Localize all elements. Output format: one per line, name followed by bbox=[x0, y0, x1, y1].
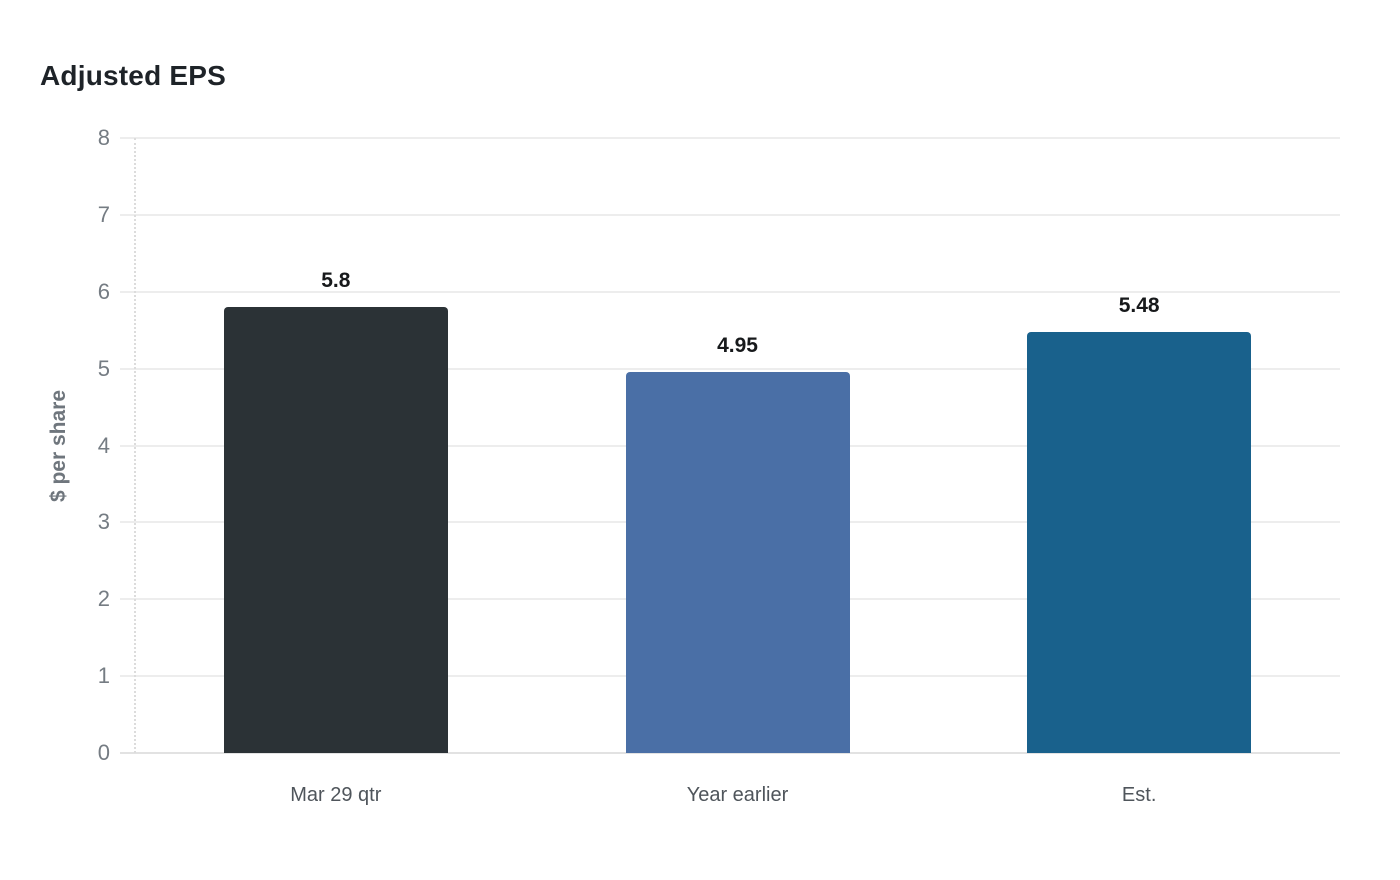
x-category-label-est: Est. bbox=[1121, 784, 1157, 806]
gridline-y-8 bbox=[120, 137, 1340, 139]
y-axis-line bbox=[134, 138, 136, 753]
y-tick-label-4: 4 bbox=[97, 432, 110, 458]
bar-year-earlier bbox=[625, 372, 850, 753]
gridline-y-6 bbox=[120, 290, 1340, 293]
y-tick-label-7: 7 bbox=[97, 201, 110, 227]
y-tick-label-0: 0 bbox=[97, 740, 110, 765]
gridline-y-5 bbox=[120, 367, 1340, 370]
y-tick-label-1: 1 bbox=[97, 663, 110, 689]
x-category-label-mar-29-qtr: Mar 29 qtr bbox=[290, 784, 382, 806]
y-tick-label-5: 5 bbox=[97, 355, 110, 381]
bar-value-label-est: 5.48 bbox=[1118, 293, 1160, 317]
y-tick-label-8: 8 bbox=[97, 125, 110, 150]
y-tick-label-6: 6 bbox=[97, 278, 110, 304]
y-tick-label-2: 2 bbox=[97, 586, 110, 612]
x-category-label-year-earlier: Year earlier bbox=[686, 784, 789, 806]
chart-title: Adjusted EPS bbox=[40, 60, 226, 91]
y-tick-label-3: 3 bbox=[97, 509, 110, 535]
gridline-y-7 bbox=[120, 213, 1340, 216]
bar-value-label-year-earlier: 4.95 bbox=[717, 334, 758, 358]
bar-value-label-mar-29-qtr: 5.8 bbox=[321, 269, 351, 293]
bar-est bbox=[1027, 331, 1252, 753]
gridline-y-0 bbox=[120, 752, 1340, 754]
bar-mar-29-qtr bbox=[223, 307, 448, 753]
